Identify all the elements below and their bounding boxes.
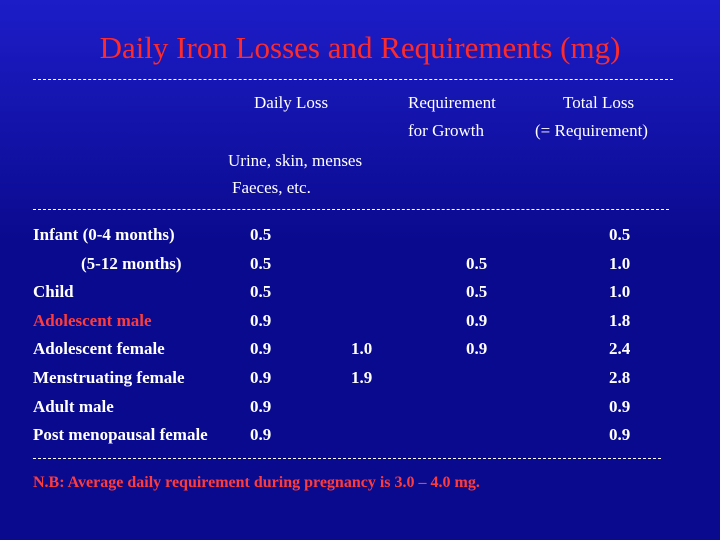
- header-total-loss: Total Loss: [563, 93, 635, 112]
- header-equals-requirement: (= Requirement): [535, 121, 648, 140]
- row-label: (5-12 months): [81, 253, 182, 273]
- cell-menses: 1.9: [351, 368, 373, 387]
- page-title: Daily Iron Losses and Requirements (mg): [99, 30, 621, 65]
- header-urine-skin-menses: Urine, skin, menses: [228, 151, 363, 170]
- row-label: Adolescent male: [33, 310, 152, 330]
- cell-daily: 0.5: [250, 282, 272, 302]
- cell-growth: 0.5: [466, 253, 488, 273]
- cell-daily: 0.9: [250, 396, 272, 416]
- cell-total: 1.0: [609, 253, 631, 273]
- cell-total: 2.4: [609, 339, 631, 359]
- cell-growth: 0.5: [466, 282, 488, 302]
- header-for-growth: for Growth: [408, 121, 485, 140]
- cell-total: 0.9: [609, 396, 631, 416]
- header-faeces-etc: Faeces, etc.: [232, 178, 311, 197]
- pregnancy-note: N.B: Average daily requirement during pr…: [33, 474, 480, 491]
- cell-menses: 1.0: [351, 339, 373, 359]
- cell-daily: 0.9: [250, 368, 272, 387]
- cell-total: 0.9: [609, 425, 631, 445]
- cell-total: 0.5: [609, 225, 631, 244]
- row-label: Adult male: [33, 396, 114, 416]
- row-label: Menstruating female: [33, 368, 185, 387]
- cell-total: 1.8: [609, 310, 631, 330]
- row-label: Child: [33, 282, 74, 302]
- header-daily-loss: Daily Loss: [254, 93, 329, 112]
- row-label: Post menopausal female: [33, 425, 208, 445]
- row-label: Adolescent female: [33, 339, 165, 359]
- divider-middle: [33, 209, 669, 210]
- cell-daily: 0.9: [250, 310, 272, 330]
- divider-top: [33, 79, 673, 80]
- cell-daily: 0.5: [250, 225, 272, 244]
- cell-daily: 0.5: [250, 253, 272, 273]
- cell-daily: 0.9: [250, 339, 272, 359]
- header-requirement: Requirement: [408, 93, 496, 112]
- cell-daily: 0.9: [250, 425, 272, 445]
- cell-growth: 0.9: [466, 310, 488, 330]
- divider-bottom: [33, 458, 661, 459]
- cell-growth: 0.9: [466, 339, 488, 359]
- row-label: Infant (0-4 months): [33, 225, 175, 244]
- cell-total: 1.0: [609, 282, 631, 302]
- cell-total: 2.8: [609, 368, 631, 387]
